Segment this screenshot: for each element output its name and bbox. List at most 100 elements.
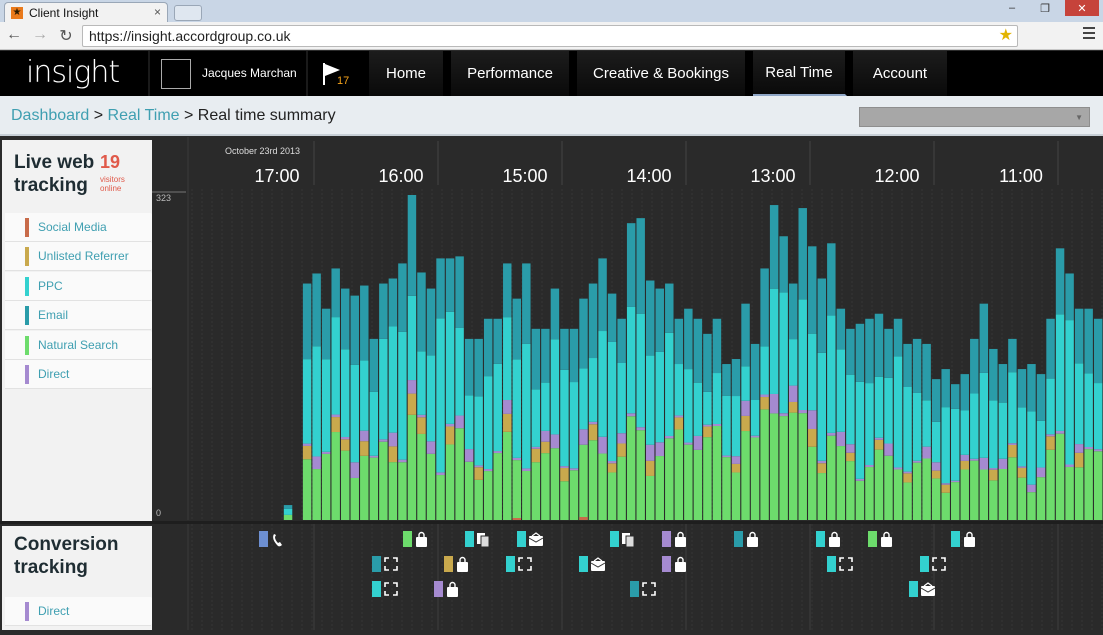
mail-icon xyxy=(590,557,606,571)
bar-segment xyxy=(1008,372,1017,444)
live-tracking-panel: Live web tracking 19 visitors online Soc… xyxy=(2,140,163,521)
minimize-icon[interactable]: – xyxy=(1008,2,1016,14)
bar-segment xyxy=(788,283,798,340)
bar-segment xyxy=(369,338,379,392)
expand-icon xyxy=(518,557,532,571)
browser-menu-icon[interactable] xyxy=(1083,27,1095,42)
bar-segment xyxy=(302,445,312,460)
legend-unlisted-referrer[interactable]: Unlisted Referrer xyxy=(5,242,163,272)
new-tab-button[interactable] xyxy=(174,5,202,21)
back-icon[interactable]: ← xyxy=(6,26,22,43)
bar-segment xyxy=(722,455,731,458)
bar-segment xyxy=(617,433,626,444)
legend-natural-search[interactable]: Natural Search xyxy=(5,330,163,360)
user-name[interactable]: Jacques Marchan xyxy=(202,66,297,80)
nav-separator xyxy=(306,51,308,96)
nav-performance[interactable]: Performance xyxy=(451,51,571,96)
bar-segment xyxy=(512,359,522,458)
bar-segment xyxy=(445,311,455,424)
nav-account[interactable]: Account xyxy=(853,51,949,96)
bar-segment xyxy=(312,346,321,457)
conversion-marker xyxy=(662,556,671,572)
conversion-marker xyxy=(444,556,453,572)
bookmark-star-icon[interactable]: ★ xyxy=(998,27,1013,44)
bar-segment xyxy=(808,446,817,520)
bar-segment xyxy=(1017,407,1027,467)
bar-segment xyxy=(979,303,989,373)
expand-icon xyxy=(932,557,946,571)
bar-segment xyxy=(445,426,455,445)
legend-ppc[interactable]: PPC xyxy=(5,271,163,301)
notification-flag-icon[interactable] xyxy=(322,63,342,85)
browser-tab[interactable]: ★ Client Insight × xyxy=(4,2,168,22)
avatar[interactable] xyxy=(161,59,191,89)
bar-segment xyxy=(703,391,712,425)
bar-segment xyxy=(1046,378,1055,435)
conversion-marker xyxy=(610,531,619,547)
bar-segment xyxy=(1017,467,1027,478)
conversion-marker xyxy=(372,581,381,597)
bar-segment xyxy=(436,318,445,473)
close-window-icon[interactable]: ✕ xyxy=(1065,0,1099,16)
bar-segment xyxy=(846,444,855,453)
nav-real-time[interactable]: Real Time xyxy=(753,51,847,96)
visitors-count: 19 xyxy=(100,152,121,172)
bar-segment xyxy=(741,303,750,367)
bar-segment xyxy=(350,364,359,463)
conversion-marker xyxy=(372,556,381,572)
bar-segment xyxy=(1055,430,1065,434)
bar-segment xyxy=(417,351,426,415)
bar-segment xyxy=(503,263,512,318)
legend-label: Social Media xyxy=(38,220,107,234)
time-label: 16:00 xyxy=(378,166,423,186)
bar-segment xyxy=(865,467,874,520)
bar-segment xyxy=(302,283,312,360)
bar-segment xyxy=(722,457,731,520)
bar-segment xyxy=(865,318,874,384)
restore-icon[interactable]: ❐ xyxy=(1040,2,1050,15)
bar-segment xyxy=(407,195,417,296)
bar-segment xyxy=(493,451,502,454)
bar-segment xyxy=(474,396,483,466)
bar-segment xyxy=(808,410,817,429)
bar-segment xyxy=(827,435,836,520)
section-divider xyxy=(0,521,1103,524)
bar-segment xyxy=(550,288,560,340)
nav-home[interactable]: Home xyxy=(369,51,445,96)
bar-segment xyxy=(941,407,950,484)
bar-segment xyxy=(741,415,750,432)
legend-social-media[interactable]: Social Media xyxy=(5,213,163,242)
bag-icon xyxy=(447,581,458,597)
bar-segment xyxy=(560,466,569,469)
bar-segment xyxy=(1008,443,1017,445)
nav-creative-bookings[interactable]: Creative & Bookings xyxy=(577,51,747,96)
legend-email[interactable]: Email xyxy=(5,301,163,331)
bag-icon xyxy=(416,531,427,547)
filter-dropdown[interactable]: ▼ xyxy=(859,107,1090,127)
bar-segment xyxy=(550,434,560,449)
breadcrumb-real-time[interactable]: Real Time xyxy=(107,107,180,124)
address-bar[interactable]: https://insight.accordgroup.co.uk ★ xyxy=(82,25,1018,47)
bar-segment xyxy=(522,343,531,469)
bar-segment xyxy=(445,444,455,520)
bar-segment xyxy=(836,446,846,520)
bar-segment xyxy=(874,437,884,440)
conv-legend-direct[interactable]: Direct xyxy=(5,597,163,626)
conversion-timeline xyxy=(152,524,1103,630)
reload-icon[interactable]: ↻ xyxy=(59,28,73,45)
bar-segment xyxy=(665,435,674,439)
bar-segment xyxy=(1084,446,1093,450)
bar-segment xyxy=(607,341,617,462)
bar-segment xyxy=(503,400,512,414)
bar-segment xyxy=(417,433,426,520)
forward-icon[interactable]: → xyxy=(32,26,48,43)
legend-direct[interactable]: Direct xyxy=(5,360,163,389)
bar-segment xyxy=(1084,449,1093,520)
bar-segment xyxy=(827,315,836,433)
bar-segment xyxy=(560,328,569,370)
bar-segment xyxy=(522,470,531,520)
y-min-label: 0 xyxy=(156,508,161,518)
bar-segment xyxy=(350,462,359,478)
breadcrumb-dashboard[interactable]: Dashboard xyxy=(11,107,90,124)
close-tab-icon[interactable]: × xyxy=(153,5,161,19)
